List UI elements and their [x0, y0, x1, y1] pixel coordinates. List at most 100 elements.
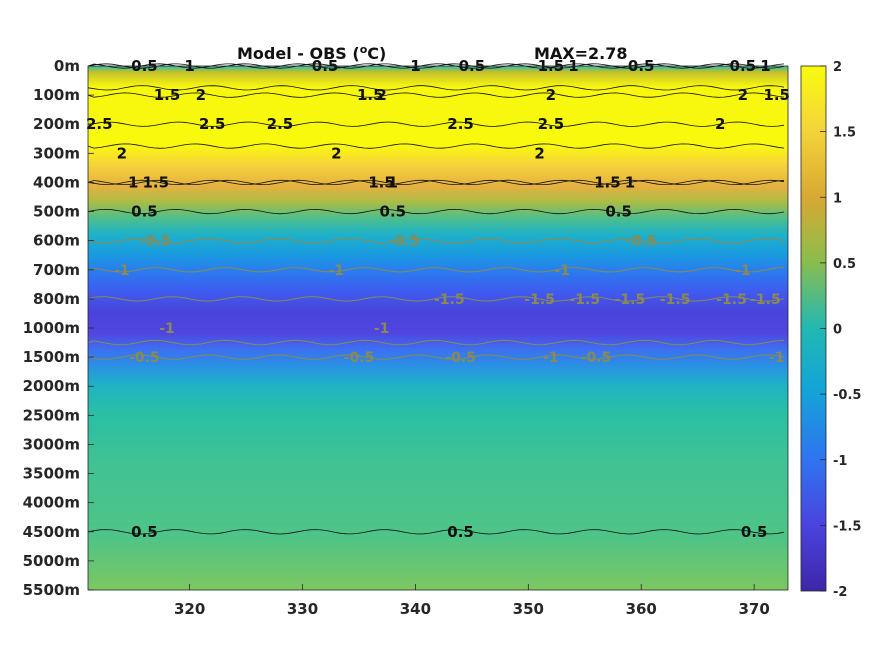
- contour-label: -1.5: [615, 292, 646, 308]
- contour-label: -0.5: [581, 350, 612, 366]
- contour-label: -1: [374, 321, 390, 337]
- y-tick-label: 500m: [33, 203, 80, 221]
- contour-label: 1: [625, 173, 635, 191]
- x-tick-label: 360: [626, 600, 657, 618]
- colorbar-tick-label: -2: [833, 585, 847, 600]
- contour-label: 2: [117, 144, 127, 162]
- contour-label: -1.5: [524, 292, 555, 308]
- contour-line: [87, 63, 785, 69]
- max-label: MAX=2.78: [534, 44, 628, 63]
- contour-label: 1: [128, 173, 138, 191]
- colorbar-tick-label: 0.5: [833, 257, 856, 272]
- contour-label: -1.5: [750, 292, 781, 308]
- colorbar-tick-label: 2: [833, 60, 842, 75]
- contour-label: 1.5: [357, 86, 384, 104]
- contour-label: 2: [376, 86, 386, 104]
- heatmap-field: [88, 66, 788, 590]
- contour-label: 2: [715, 115, 725, 133]
- y-axis-ticks: 0m 100m 200m 300m 400m 500m 600m 700m 800m 1000m 1…: [23, 57, 94, 599]
- contour-line: [87, 179, 785, 186]
- contour-line: [87, 339, 785, 346]
- contour-line: [87, 92, 785, 98]
- x-tick-label: 350: [513, 600, 544, 618]
- x-tick-label: 340: [400, 600, 431, 618]
- contour-label: 1.5: [154, 86, 181, 104]
- contour-label: 1.5: [763, 86, 790, 104]
- contour-line: [87, 529, 785, 535]
- contour-line: [87, 121, 785, 127]
- contour-label: 0.5: [131, 523, 158, 541]
- contour-label: -1: [159, 321, 175, 337]
- y-tick-label: 1500m: [23, 348, 80, 366]
- contour-label: 2.5: [447, 115, 474, 133]
- y-tick-label: 700m: [33, 261, 80, 279]
- contour-label: 1.5: [142, 173, 169, 191]
- contour-label: -1: [114, 263, 130, 279]
- contour-label: 0.5: [447, 523, 474, 541]
- contour-label: -0.5: [344, 350, 375, 366]
- x-tick-label: 330: [287, 600, 318, 618]
- y-tick-label: 3000m: [23, 435, 80, 453]
- contour-label: -0.5: [129, 350, 160, 366]
- contour-line: [87, 143, 785, 149]
- contour-label: 2: [546, 86, 556, 104]
- y-tick-label: 5500m: [23, 581, 80, 599]
- y-tick-label: 4500m: [23, 523, 80, 541]
- contour-label: -1: [543, 350, 559, 366]
- contour-label: -0.5: [445, 350, 476, 366]
- contour-lines: [87, 63, 785, 535]
- contour-label: 2: [534, 144, 544, 162]
- contour-label: -1.5: [716, 292, 747, 308]
- contour-label: 2.5: [86, 115, 113, 133]
- y-tick-label: 2500m: [23, 406, 80, 424]
- contour-label: -1.5: [660, 292, 691, 308]
- colorbar-tick-label: -1: [833, 454, 847, 469]
- x-axis-ticks: 320 330 340 350 360 370: [174, 584, 770, 618]
- contour-label: 0.5: [741, 523, 768, 541]
- y-tick-label: 5000m: [23, 552, 80, 570]
- contour-label: -0.5: [389, 234, 420, 250]
- contour-line: [87, 354, 785, 360]
- y-tick-label: 400m: [33, 173, 80, 191]
- contour-label: 2: [196, 86, 206, 104]
- contour-label: -1: [769, 350, 785, 366]
- y-tick-label: 600m: [33, 232, 80, 250]
- contour-label: -0.5: [140, 234, 171, 250]
- y-tick-label: 3500m: [23, 465, 80, 483]
- contour-label: 2: [738, 86, 748, 104]
- contour-line: [87, 85, 785, 91]
- y-tick-label: 1000m: [23, 319, 80, 337]
- x-tick-label: 320: [174, 600, 205, 618]
- contour-label: 2: [331, 144, 341, 162]
- contour-label: -1: [554, 263, 570, 279]
- chart-title: Model - OBS (oC): [237, 43, 386, 63]
- contour-label: 0.5: [380, 203, 407, 221]
- colorbar-tick-label: 0: [833, 323, 842, 338]
- contour-label: 1.5: [594, 173, 621, 191]
- colorbar-tick-label: 1.5: [833, 126, 856, 141]
- contour-label: -1.5: [569, 292, 600, 308]
- y-tick-label: 2000m: [23, 377, 80, 395]
- colorbar-tick-label: -0.5: [833, 388, 861, 403]
- contour-label: 2.5: [538, 115, 565, 133]
- contour-line: [87, 296, 785, 302]
- y-tick-label: 4000m: [23, 494, 80, 512]
- contour-label: 1.5: [368, 173, 395, 191]
- contour-label: 1: [388, 173, 398, 191]
- contour-line: [87, 179, 785, 186]
- contour-line: [87, 267, 785, 273]
- contour-label: -0.5: [626, 234, 657, 250]
- contour-label: -1: [329, 263, 345, 279]
- contour-label: -1.5: [434, 292, 465, 308]
- y-tick-label: 0m: [54, 57, 80, 75]
- contour-label: 0.5: [605, 203, 632, 221]
- y-tick-label: 200m: [33, 115, 80, 133]
- contour-label: -1: [735, 263, 751, 279]
- contour-label: 2.5: [267, 115, 294, 133]
- y-tick-label: 300m: [33, 144, 80, 162]
- contour-line: [87, 208, 785, 215]
- x-tick-label: 370: [738, 600, 769, 618]
- colorbar-tick-label: 1: [833, 191, 842, 206]
- contour-label: 2.5: [199, 115, 226, 133]
